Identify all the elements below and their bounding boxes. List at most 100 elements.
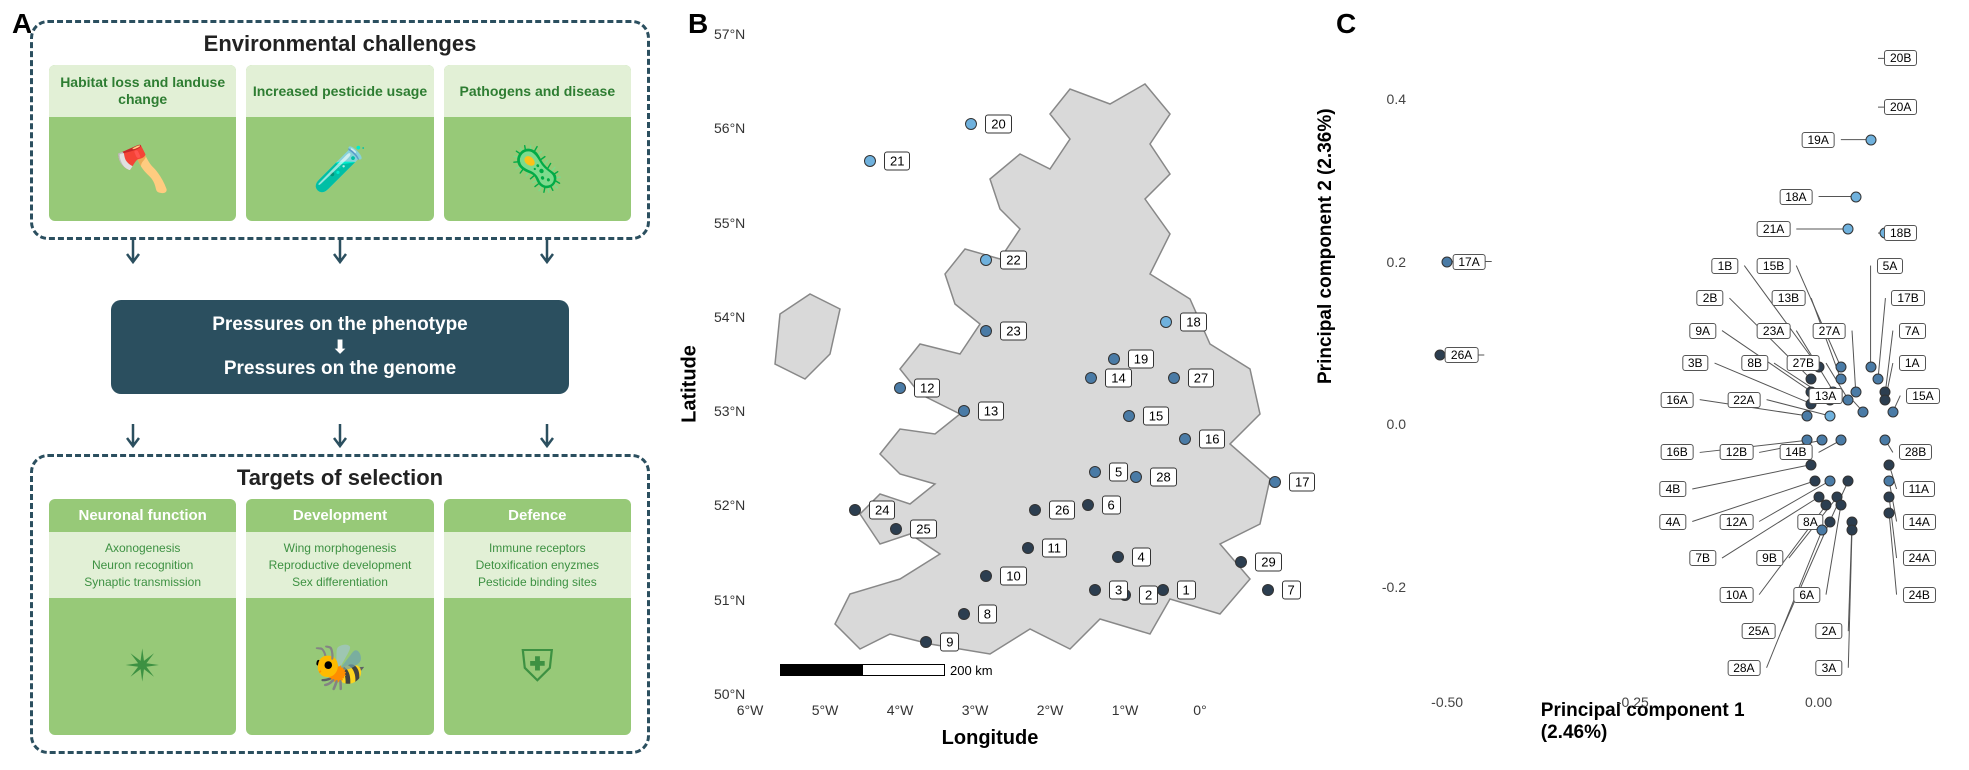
pca-point-8A bbox=[1843, 475, 1854, 486]
pca-point-27B bbox=[1843, 394, 1854, 405]
map-xtick: 0° bbox=[1193, 702, 1206, 718]
pca-label-19A: 19A bbox=[1801, 132, 1834, 148]
map-site-11 bbox=[1022, 542, 1034, 554]
map-xtick: 4°W bbox=[887, 702, 914, 718]
arrows-down-2 bbox=[30, 424, 650, 454]
pca-label-15B: 15B bbox=[1757, 258, 1790, 274]
pca-label-12B: 12B bbox=[1720, 444, 1753, 460]
pca-xtick: -0.50 bbox=[1431, 694, 1463, 710]
target-card-title: Defence bbox=[444, 499, 631, 532]
map-ytick: 52°N bbox=[714, 497, 745, 513]
pca-label-6A: 6A bbox=[1793, 587, 1820, 603]
targets-title: Targets of selection bbox=[49, 465, 631, 491]
map-site-label-27: 27 bbox=[1188, 369, 1214, 388]
pca-label-27B: 27B bbox=[1787, 355, 1820, 371]
pca-label-25A: 25A bbox=[1742, 623, 1775, 639]
map-xlabel: Longitude bbox=[942, 727, 1039, 750]
pca-label-27A: 27A bbox=[1813, 323, 1846, 339]
pca-point-12A bbox=[1824, 475, 1835, 486]
pca-label-13B: 13B bbox=[1772, 290, 1805, 306]
env-card-title: Pathogens and disease bbox=[444, 65, 631, 117]
target-card-title: Neuronal function bbox=[49, 499, 236, 532]
target-card-2: Defence Immune receptorsDetoxification e… bbox=[444, 499, 631, 735]
map-site-3 bbox=[1089, 584, 1101, 596]
map-ytick: 55°N bbox=[714, 215, 745, 231]
pca-label-1A: 1A bbox=[1899, 355, 1926, 371]
map-site-9 bbox=[920, 636, 932, 648]
map-site-6 bbox=[1082, 499, 1094, 511]
pressures-arrow-icon: ⬇ bbox=[332, 338, 347, 356]
pca-point-10A bbox=[1821, 500, 1832, 511]
pca-xtick: -0.25 bbox=[1617, 694, 1649, 710]
pca-point-14A bbox=[1884, 475, 1895, 486]
pca-label-18A: 18A bbox=[1779, 189, 1812, 205]
map-site-label-20: 20 bbox=[985, 114, 1011, 133]
pca-label-9B: 9B bbox=[1756, 550, 1783, 566]
pca-label-1B: 1B bbox=[1712, 258, 1739, 274]
env-card-icon: 🦠 bbox=[444, 117, 631, 221]
map-site-label-10: 10 bbox=[1000, 567, 1026, 586]
pca-point-18A bbox=[1850, 191, 1861, 202]
map-site-label-19: 19 bbox=[1128, 350, 1154, 369]
pca-label-15A: 15A bbox=[1906, 388, 1939, 404]
pca-point-21A bbox=[1843, 224, 1854, 235]
map-site-label-24: 24 bbox=[869, 501, 895, 520]
env-card-1: Increased pesticide usage 🧪 bbox=[246, 65, 433, 221]
pca-label-16A: 16A bbox=[1660, 392, 1693, 408]
map-xtick: 5°W bbox=[812, 702, 839, 718]
map-site-20 bbox=[965, 118, 977, 130]
pca-label-18B: 18B bbox=[1884, 225, 1917, 241]
map-site-label-8: 8 bbox=[978, 604, 997, 623]
pca-point-2B bbox=[1806, 374, 1817, 385]
pca-point-17A bbox=[1442, 256, 1453, 267]
map-xtick: 3°W bbox=[962, 702, 989, 718]
map-site-label-22: 22 bbox=[1000, 251, 1026, 270]
pca-ytick: 0.4 bbox=[1378, 91, 1406, 107]
map-ytick: 57°N bbox=[714, 26, 745, 42]
pca-point-5A bbox=[1865, 362, 1876, 373]
pca-label-23A: 23A bbox=[1757, 323, 1790, 339]
map-site-21 bbox=[864, 155, 876, 167]
map-site-28 bbox=[1130, 471, 1142, 483]
map-site-label-16: 16 bbox=[1199, 430, 1225, 449]
pca-point-11A bbox=[1884, 459, 1895, 470]
map-site-16 bbox=[1179, 433, 1191, 445]
target-card-icon: 🐝 bbox=[246, 598, 433, 735]
map-site-29 bbox=[1235, 556, 1247, 568]
pca-label-14A: 14A bbox=[1903, 514, 1936, 530]
pca-label-10A: 10A bbox=[1720, 587, 1753, 603]
env-card-title: Habitat loss and landuse change bbox=[49, 65, 236, 117]
target-card-title: Development bbox=[246, 499, 433, 532]
map-site-19 bbox=[1108, 353, 1120, 365]
pca-label-13A: 13A bbox=[1809, 388, 1842, 404]
pca-label-11A: 11A bbox=[1903, 481, 1935, 497]
map-site-23 bbox=[980, 325, 992, 337]
pca-label-9A: 9A bbox=[1689, 323, 1716, 339]
map-xtick: 1°W bbox=[1112, 702, 1139, 718]
map-site-label-26: 26 bbox=[1049, 501, 1075, 520]
map-site-label-28: 28 bbox=[1150, 468, 1176, 487]
pca-ytick: -0.2 bbox=[1378, 579, 1406, 595]
pressures-top: Pressures on the phenotype bbox=[212, 314, 468, 336]
panel-a: Environmental challenges Habitat loss an… bbox=[30, 20, 650, 750]
pca-label-20A: 20A bbox=[1884, 99, 1917, 115]
map-site-25 bbox=[890, 523, 902, 535]
map-site-14 bbox=[1085, 372, 1097, 384]
target-card-body: Wing morphogenesisReproductive developme… bbox=[246, 532, 433, 598]
pca-point-15A bbox=[1887, 406, 1898, 417]
map-site-label-29: 29 bbox=[1255, 553, 1281, 572]
pca-label-28A: 28A bbox=[1727, 660, 1760, 676]
map-site-label-1: 1 bbox=[1177, 581, 1196, 600]
map-site-label-14: 14 bbox=[1105, 369, 1131, 388]
arrows-down-1 bbox=[30, 240, 650, 270]
pca-point-3A bbox=[1847, 524, 1858, 535]
map-ylabel: Latitude bbox=[679, 345, 702, 423]
target-card-1: Development Wing morphogenesisReproducti… bbox=[246, 499, 433, 735]
panel-b: Latitude Longitude 123456789101112131415… bbox=[680, 14, 1300, 754]
pca-label-14B: 14B bbox=[1779, 444, 1812, 460]
pca-label-3A: 3A bbox=[1816, 660, 1843, 676]
pca-point-24A bbox=[1884, 492, 1895, 503]
pca-point-24B bbox=[1884, 508, 1895, 519]
uk-map-icon bbox=[750, 34, 1290, 694]
env-card-0: Habitat loss and landuse change 🪓 bbox=[49, 65, 236, 221]
